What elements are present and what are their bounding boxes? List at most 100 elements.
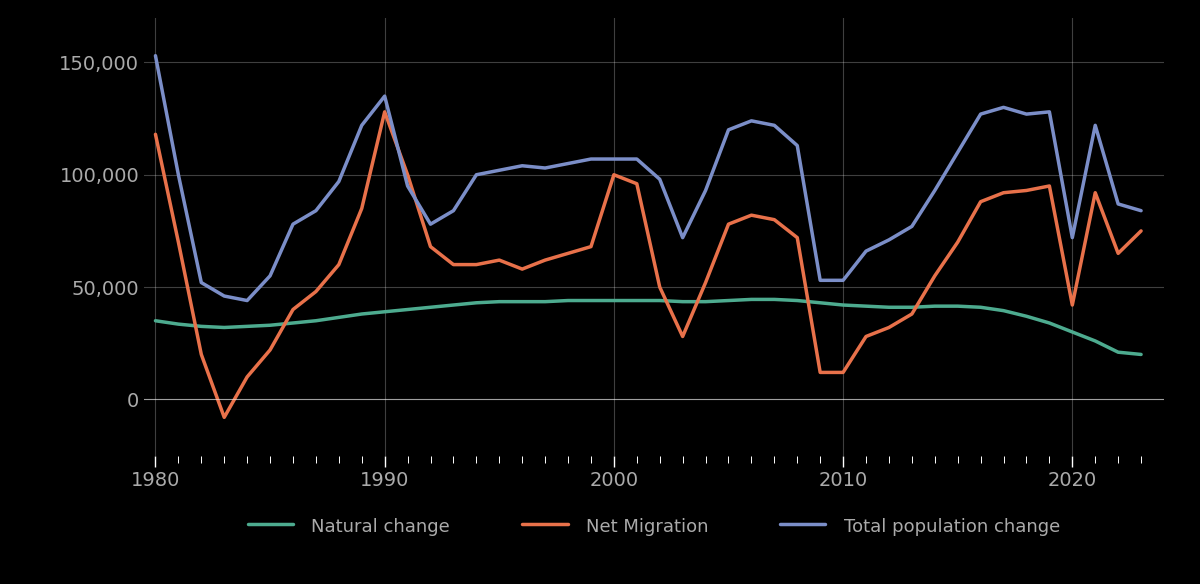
Net Migration [859, 333, 874, 340]
Net Migration [240, 373, 254, 380]
Natural change [492, 298, 506, 305]
Natural change [263, 322, 277, 329]
Total population change [538, 165, 552, 172]
Total population change [630, 155, 644, 162]
Total population change [446, 207, 461, 214]
Net Migration [469, 261, 484, 268]
Natural change [1088, 338, 1103, 345]
Net Migration [721, 221, 736, 228]
Net Migration [1134, 227, 1148, 234]
Total population change [1111, 200, 1126, 207]
Natural change [698, 298, 713, 305]
Net Migration [172, 239, 186, 246]
Total population change [263, 272, 277, 279]
Total population change [698, 187, 713, 194]
Net Migration [378, 109, 392, 116]
Natural change [1019, 313, 1033, 320]
Line: Net Migration: Net Migration [156, 112, 1141, 418]
Natural change [653, 297, 667, 304]
Total population change [331, 178, 346, 185]
Natural change [859, 303, 874, 310]
Total population change [1066, 234, 1080, 241]
Total population change [973, 110, 988, 117]
Natural change [286, 319, 300, 326]
Net Migration [1066, 301, 1080, 308]
Total population change [653, 176, 667, 183]
Net Migration [583, 243, 598, 250]
Natural change [583, 297, 598, 304]
Total population change [172, 171, 186, 178]
Natural change [928, 303, 942, 310]
Total population change [676, 234, 690, 241]
Natural change [790, 297, 804, 304]
Natural change [744, 296, 758, 303]
Net Migration [607, 171, 622, 178]
Natural change [973, 304, 988, 311]
Total population change [790, 142, 804, 149]
Net Migration [217, 414, 232, 421]
Net Migration [698, 279, 713, 286]
Natural change [515, 298, 529, 305]
Total population change [354, 122, 368, 129]
Net Migration [1042, 182, 1056, 189]
Net Migration [263, 346, 277, 353]
Total population change [401, 182, 415, 189]
Total population change [492, 167, 506, 174]
Net Migration [928, 272, 942, 279]
Natural change [401, 306, 415, 313]
Total population change [905, 223, 919, 230]
Net Migration [560, 250, 575, 257]
Total population change [950, 149, 965, 156]
Net Migration [424, 243, 438, 250]
Natural change [950, 303, 965, 310]
Natural change [308, 317, 323, 324]
Natural change [676, 298, 690, 305]
Net Migration [538, 256, 552, 263]
Total population change [469, 171, 484, 178]
Natural change [194, 323, 209, 330]
Natural change [446, 301, 461, 308]
Total population change [194, 279, 209, 286]
Natural change [630, 297, 644, 304]
Total population change [882, 237, 896, 244]
Net Migration [950, 239, 965, 246]
Net Migration [744, 211, 758, 218]
Total population change [308, 207, 323, 214]
Legend: Natural change, Net Migration, Total population change: Natural change, Net Migration, Total pop… [241, 510, 1067, 543]
Net Migration [1019, 187, 1033, 194]
Total population change [583, 155, 598, 162]
Total population change [240, 297, 254, 304]
Natural change [149, 317, 163, 324]
Total population change [1042, 109, 1056, 116]
Net Migration [812, 369, 827, 376]
Net Migration [308, 288, 323, 295]
Net Migration [331, 261, 346, 268]
Natural change [469, 299, 484, 306]
Net Migration [401, 171, 415, 178]
Net Migration [882, 324, 896, 331]
Net Migration [973, 198, 988, 205]
Natural change [378, 308, 392, 315]
Net Migration [515, 266, 529, 273]
Net Migration [676, 333, 690, 340]
Natural change [538, 298, 552, 305]
Total population change [1019, 110, 1033, 117]
Total population change [721, 126, 736, 133]
Natural change [882, 304, 896, 311]
Net Migration [1111, 250, 1126, 257]
Total population change [217, 293, 232, 300]
Natural change [721, 297, 736, 304]
Natural change [354, 311, 368, 318]
Natural change [1134, 351, 1148, 358]
Natural change [1111, 349, 1126, 356]
Natural change [217, 324, 232, 331]
Net Migration [790, 234, 804, 241]
Net Migration [905, 311, 919, 318]
Natural change [331, 314, 346, 321]
Natural change [607, 297, 622, 304]
Natural change [1042, 319, 1056, 326]
Net Migration [194, 351, 209, 358]
Natural change [424, 304, 438, 311]
Natural change [812, 299, 827, 306]
Natural change [996, 307, 1010, 314]
